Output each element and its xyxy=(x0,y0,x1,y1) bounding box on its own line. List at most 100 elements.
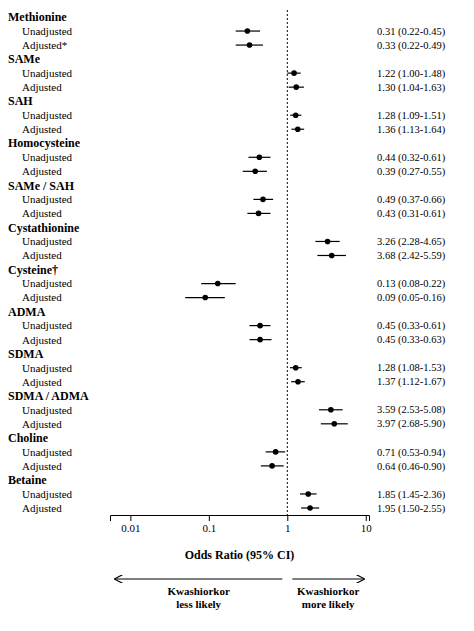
ci-label: 1.28 (1.09-1.51) xyxy=(377,110,446,122)
tick-label: 1 xyxy=(285,522,291,534)
point xyxy=(328,407,334,413)
point xyxy=(247,42,253,48)
point xyxy=(252,169,258,175)
tick-label: 0.01 xyxy=(121,522,140,534)
row-label: Unadjusted xyxy=(22,446,73,458)
row-labels: MethionineUnadjustedAdjusted*SAMeUnadjus… xyxy=(8,10,89,514)
ci-label: 1.37 (1.12-1.67) xyxy=(377,376,446,388)
row-label: Unadjusted xyxy=(22,319,73,331)
ci-label: 0.45 (0.33-0.63) xyxy=(377,334,446,346)
point xyxy=(202,295,208,301)
row-label: Adjusted* xyxy=(22,39,67,51)
tick-mark xyxy=(130,515,131,521)
row-label: Adjusted xyxy=(22,123,62,135)
ci-label: 0.43 (0.31-0.61) xyxy=(377,208,446,220)
ci-label: 0.71 (0.53-0.94) xyxy=(377,447,446,459)
arrow xyxy=(115,578,282,579)
group-label: Cysteine† xyxy=(8,263,58,277)
row-label: Adjusted xyxy=(22,334,62,346)
tick-mark xyxy=(287,515,288,521)
arrow xyxy=(292,578,364,579)
tick: 10 xyxy=(361,515,373,534)
tick-label: 0.1 xyxy=(202,522,216,534)
point xyxy=(295,126,301,132)
tick-mark xyxy=(209,515,210,521)
chart: 0.010.1110MethionineUnadjustedAdjusted*S… xyxy=(0,0,474,631)
row-label: Unadjusted xyxy=(22,362,73,374)
row-label: Adjusted xyxy=(22,502,62,514)
point xyxy=(305,491,311,497)
ci-label: 0.09 (0.05-0.16) xyxy=(377,292,446,304)
marks xyxy=(185,10,348,515)
group-label: ADMA xyxy=(8,305,46,319)
ci-labels: 0.31 (0.22-0.45) 0.33 (0.22-0.49) 1.22 (1.… xyxy=(377,26,446,515)
point xyxy=(257,337,263,343)
tick: 1 xyxy=(285,515,291,534)
ci-label: 0.45 (0.33-0.61) xyxy=(377,320,446,332)
ci-label: 1.22 (1.00-1.48) xyxy=(377,68,446,80)
ci-label: 0.33 (0.22-0.49) xyxy=(377,40,446,52)
group-label: Cystathionine xyxy=(8,221,80,235)
ci-label: 0.39 (0.27-0.55) xyxy=(377,166,446,178)
ci-label: 3.97 (2.68-5.90) xyxy=(377,418,446,430)
point xyxy=(269,463,275,469)
row-label: Adjusted xyxy=(22,207,62,219)
ci-label: 0.31 (0.22-0.45) xyxy=(377,26,446,38)
row-label: Adjusted xyxy=(22,418,62,430)
arrow-label: Kwashiorkorless likely xyxy=(167,585,229,610)
arrow-label: Kwashiorkormore likely xyxy=(297,585,359,610)
point xyxy=(307,505,313,511)
tick-label: 10 xyxy=(361,522,373,534)
ci-label: 1.28 (1.08-1.53) xyxy=(377,362,446,374)
row-label: Adjusted xyxy=(22,291,62,303)
group-label: SDMA / ADMA xyxy=(8,389,89,403)
ci-label: 1.30 (1.04-1.63) xyxy=(377,82,446,94)
ci-label: 1.95 (1.50-2.55) xyxy=(377,503,446,515)
row-label: Unadjusted xyxy=(22,25,73,37)
point xyxy=(291,70,297,76)
row-label: Unadjusted xyxy=(22,235,73,247)
row-label: Adjusted xyxy=(22,249,62,261)
ci-label: 3.26 (2.28-4.65) xyxy=(377,236,446,248)
point xyxy=(293,84,299,90)
row-label: Unadjusted xyxy=(22,404,73,416)
ci-label: 0.13 (0.08-0.22) xyxy=(377,278,446,290)
group-label: SAMe xyxy=(8,52,41,66)
axis-line xyxy=(111,516,370,522)
point xyxy=(331,421,337,427)
row-label: Adjusted xyxy=(22,165,62,177)
group-label: SAMe / SAH xyxy=(8,179,75,193)
reference-line xyxy=(287,10,288,515)
point xyxy=(256,211,262,217)
point xyxy=(295,379,301,385)
point xyxy=(260,197,266,203)
x-axis: 0.01 0.1 1 10 xyxy=(111,515,373,534)
ci-label: 3.59 (2.53-5.08) xyxy=(377,404,446,416)
point xyxy=(273,449,279,455)
ci-label: 1.85 (1.45-2.36) xyxy=(377,489,446,501)
ci-label: 0.49 (0.37-0.66) xyxy=(377,194,446,206)
group-label: Choline xyxy=(8,431,49,445)
point xyxy=(257,154,263,160)
row-label: Unadjusted xyxy=(22,151,73,163)
ci-label: 0.44 (0.32-0.61) xyxy=(377,152,446,164)
point xyxy=(215,281,221,287)
ci-label: 3.68 (2.42-5.59) xyxy=(377,250,446,262)
ci-label: 1.36 (1.13-1.64) xyxy=(377,124,446,136)
point xyxy=(245,28,251,34)
ci-label: 0.64 (0.46-0.90) xyxy=(377,461,446,473)
group-label: Betaine xyxy=(8,473,47,487)
row-label: Unadjusted xyxy=(22,109,73,121)
row-label: Unadjusted xyxy=(22,277,73,289)
group-label: SAH xyxy=(8,94,33,108)
point xyxy=(257,323,263,329)
x-axis-title: Odds Ratio (95% CI) xyxy=(185,548,295,562)
point xyxy=(293,365,299,371)
row-label: Adjusted xyxy=(22,460,62,472)
tick-mark xyxy=(366,515,367,521)
point xyxy=(329,253,335,259)
row-label: Unadjusted xyxy=(22,488,73,500)
row-label: Adjusted xyxy=(22,81,62,93)
tick: 0.01 xyxy=(121,515,140,534)
point xyxy=(293,112,299,118)
